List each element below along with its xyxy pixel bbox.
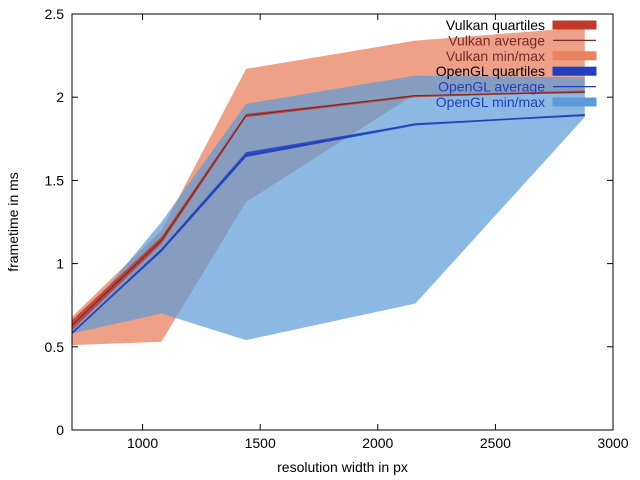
legend-swatch [552, 97, 597, 107]
legend-swatch [552, 20, 597, 30]
x-tick-label: 1500 [245, 435, 276, 451]
ticks-layer: 1000 1500 2000 2500 3000 0 0.5 1 1.5 2 2.5 [45, 6, 629, 451]
x-axis-title: resolution width in px [277, 459, 408, 475]
legend-label: OpenGL min/max [436, 94, 545, 110]
band-opengl-min-max [72, 75, 585, 341]
x-tick-label: 3000 [597, 435, 628, 451]
legend-label: OpenGL quartiles [436, 63, 545, 79]
y-tick-label: 0.5 [45, 339, 65, 355]
y-tick-label: 2 [56, 89, 64, 105]
legend-label: Vulkan quartiles [446, 17, 545, 33]
y-tick-label: 2.5 [45, 6, 65, 22]
plot-frame [71, 13, 614, 431]
y-tick-label: 0 [56, 422, 64, 438]
legend-swatch [552, 51, 597, 61]
y-axis-title: frametime in ms [5, 172, 21, 272]
legend-label: OpenGL average [438, 79, 545, 95]
x-tick-label: 1000 [127, 435, 158, 451]
legend-label: Vulkan average [448, 32, 545, 48]
x-tick-label: 2500 [480, 435, 511, 451]
y-tick-label: 1 [56, 256, 64, 272]
legend-label: Vulkan min/max [446, 48, 545, 64]
legend-swatch [552, 66, 597, 76]
bands-layer [72, 27, 585, 346]
x-tick-label: 2000 [362, 435, 393, 451]
y-tick-label: 1.5 [45, 172, 65, 188]
